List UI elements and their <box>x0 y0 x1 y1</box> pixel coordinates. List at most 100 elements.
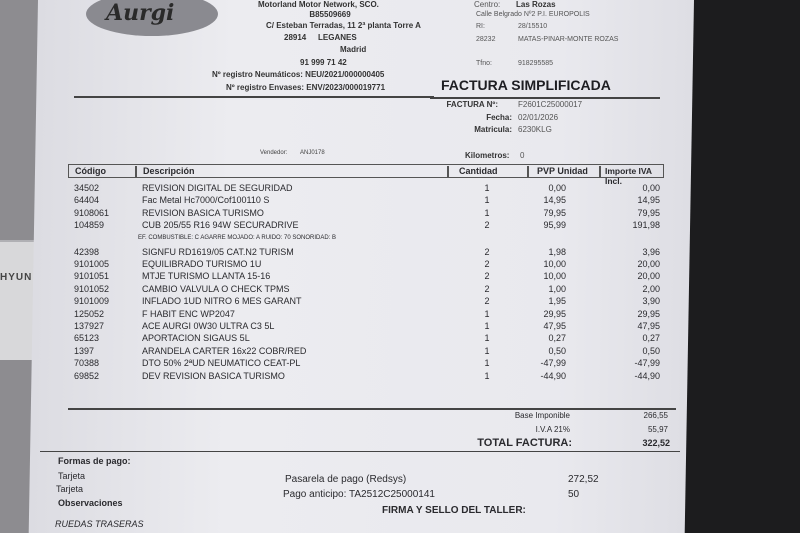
row-code: 104859 <box>74 220 105 231</box>
row-quantity: 2 <box>484 246 490 257</box>
row-code: 1397 <box>74 345 95 356</box>
row-amount: -47,99 <box>634 358 660 369</box>
row-amount: 3,90 <box>642 296 660 307</box>
row-code: 9108061 <box>74 207 110 218</box>
row-unit-price: 10,00 <box>543 259 566 269</box>
iva-value: 55,97 <box>647 425 668 434</box>
ri-value: 28/15510 <box>518 23 548 30</box>
header-importe: Importe IVA Incl. <box>605 166 652 186</box>
row-quantity: 2 <box>484 283 490 294</box>
tlf-label: Tfno: <box>476 60 492 67</box>
row-description: REVISION DIGITAL DE SEGURIDAD <box>142 183 293 193</box>
row-code: 34502 <box>74 183 100 193</box>
row-amount: 14,95 <box>637 195 660 206</box>
base-label: Base Imponible <box>514 411 570 420</box>
row-amount: 20,00 <box>637 259 660 269</box>
row-code: 65123 <box>74 333 100 344</box>
ri-label: RI: <box>476 23 485 30</box>
row-unit-price: 14,95 <box>543 195 566 206</box>
table-row: 9101005 EQUILIBRADO TURISMO 1U 2 10,00 2… <box>0 259 700 271</box>
date-label: Fecha: <box>486 113 512 122</box>
row-quantity: 2 <box>484 220 490 231</box>
observaciones-value: RUEDAS TRASERAS <box>55 519 144 529</box>
row-quantity: 1 <box>484 358 490 369</box>
row-unit-price: 47,95 <box>543 321 566 331</box>
row-code: 9101009 <box>74 296 110 307</box>
row-description: ARANDELA CARTER 16x22 COBR/RED <box>142 345 307 356</box>
table-row: 69852 DEV REVISION BASICA TURISMO 1 -44,… <box>0 371 700 383</box>
row-code: 137927 <box>74 321 105 331</box>
row-code: 125052 <box>74 308 105 319</box>
header-cantidad: Cantidad <box>459 166 498 176</box>
reg-neumaticos: Nº registro Neumáticos: NEU/2021/0000004… <box>212 70 385 79</box>
payment-amount-1: 272,52 <box>568 474 599 485</box>
date-value: 02/01/2026 <box>518 113 559 122</box>
table-row: 9108061 REVISION BASICA TURISMO 1 79,95 … <box>0 208 700 220</box>
row-quantity: 1 <box>484 321 490 331</box>
row-code: 69852 <box>74 370 100 381</box>
table-header: Código Descripción Cantidad PVP Unidad I… <box>68 164 664 186</box>
table-row: 9101009 INFLADO 1UD NITRO 6 MES GARANT 2… <box>0 296 700 308</box>
row-amount: 0,27 <box>642 333 660 344</box>
row-unit-price: 79,95 <box>543 207 566 218</box>
total-value: 322,52 <box>642 438 670 448</box>
table-row: 1397 ARANDELA CARTER 16x22 COBR/RED 1 0,… <box>0 346 700 358</box>
centro-zip: 28232 <box>476 36 496 43</box>
row-description: ACE AURGI 0W30 ULTRA C3 5L <box>142 321 275 331</box>
row-amount: -44,90 <box>634 370 660 381</box>
plate-value: 6230KLG <box>518 125 552 134</box>
centro-address: Calle Belgrado Nº2 P.I. EUROPOLIS <box>476 11 590 18</box>
row-description: Fac Metal Hc7000/Cof100110 S <box>142 195 270 206</box>
row-amount: 3,96 <box>642 246 660 257</box>
row-description: APORTACION SIGAUS 5L <box>142 333 250 344</box>
row-code: 64404 <box>74 195 100 206</box>
row-quantity: 2 <box>484 271 490 282</box>
row-code: 9101051 <box>74 271 110 282</box>
invoice-title: FACTURA SIMPLIFICADA <box>441 77 611 93</box>
company-cif: B85509669 <box>309 10 351 19</box>
company-phone: 91 999 71 42 <box>300 58 347 67</box>
payment-amount-2: 50 <box>568 489 580 500</box>
table-row: 70388 DTO 50% 2ªUD NEUMATICO CEAT-PL 1 -… <box>0 358 700 370</box>
row-code: 9101005 <box>74 259 110 269</box>
plate-label: Matricula: <box>474 125 512 134</box>
km-label: Kilometros: <box>465 151 510 160</box>
row-quantity: 2 <box>484 259 490 269</box>
company-address: C/ Esteban Terradas, 11 2ª planta Torre … <box>266 21 421 30</box>
table-row: 9101051 MTJE TURISMO LLANTA 15-16 2 10,0… <box>0 271 700 283</box>
row-description: INFLADO 1UD NITRO 6 MES GARANT <box>142 296 302 307</box>
row-unit-price: 29,95 <box>543 308 566 319</box>
table-row: 64404 Fac Metal Hc7000/Cof100110 S 1 14,… <box>0 195 700 207</box>
row-amount: 191,98 <box>632 220 660 231</box>
table-row-note: EF. COMBUSTIBLE: C AGARRE MOJADO: A RUID… <box>0 233 700 245</box>
row-quantity: 1 <box>484 207 490 218</box>
table-row: 9101052 CAMBIO VALVULA O CHECK TPMS 2 1,… <box>0 284 700 296</box>
payment-desc-1: Pasarela de pago (Redsys) <box>285 474 407 485</box>
aurgi-logo: Aurgi <box>86 0 218 36</box>
row-unit-price: 0,50 <box>548 345 566 356</box>
card-text: HYUN <box>0 272 33 283</box>
row-unit-price: 0,27 <box>548 333 566 344</box>
header-codigo: Código <box>75 166 106 176</box>
row-unit-price: 1,00 <box>548 283 566 294</box>
row-unit-price: 10,00 <box>543 271 566 282</box>
table-row: 65123 APORTACION SIGAUS 5L 1 0,27 0,27 <box>0 333 700 345</box>
row-quantity: 1 <box>484 195 490 206</box>
row-code: 9101052 <box>74 283 110 294</box>
payment-label: Formas de pago: <box>58 456 131 466</box>
row-quantity: 1 <box>484 308 490 319</box>
row-amount: 20,00 <box>637 271 660 282</box>
row-unit-price: 1,95 <box>548 296 566 307</box>
row-description: DTO 50% 2ªUD NEUMATICO CEAT-PL <box>142 358 301 369</box>
header-pvp: PVP Unidad <box>537 166 588 176</box>
signature-label: FIRMA Y SELLO DEL TALLER: <box>382 505 526 516</box>
row-description: F HABIT ENC WP2047 <box>142 308 235 319</box>
row-code: 42398 <box>74 246 100 257</box>
row-quantity: 1 <box>484 333 490 344</box>
row-description: MTJE TURISMO LLANTA 15-16 <box>142 271 271 282</box>
row-quantity: 1 <box>484 370 490 381</box>
row-amount: 0,00 <box>642 183 660 193</box>
table-row: 42398 SIGNFU RD1619/05 CAT.N2 TURISM 2 1… <box>0 247 700 259</box>
row-quantity: 1 <box>484 183 490 193</box>
company-name: Motorland Motor Network, SCO. <box>258 0 379 9</box>
